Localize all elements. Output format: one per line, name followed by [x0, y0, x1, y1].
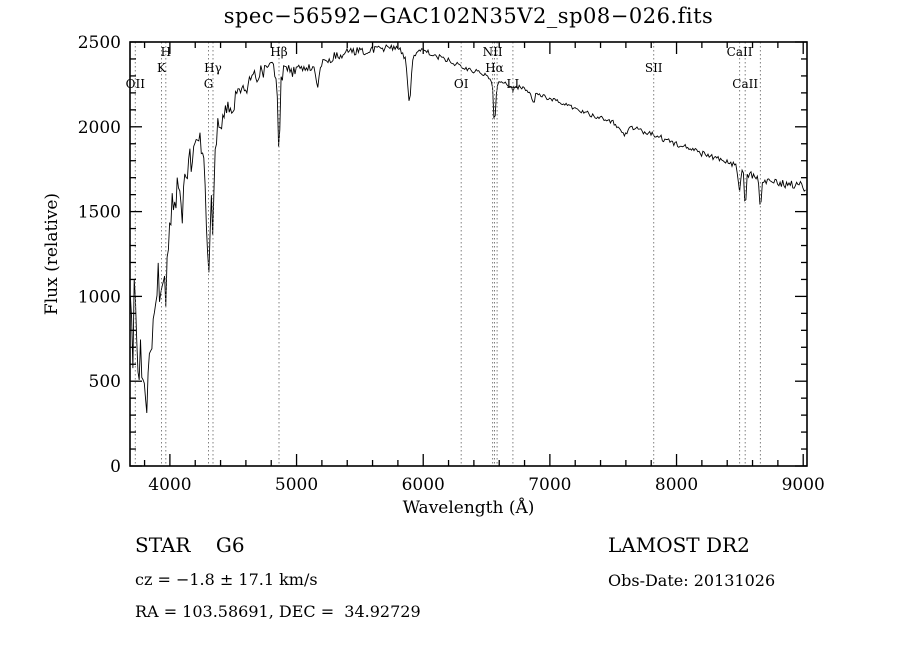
- spectral-line-label: OII: [126, 77, 146, 91]
- y-axis-label: Flux (relative): [42, 192, 62, 316]
- survey-label: LAMOST DR2: [608, 533, 750, 557]
- y-tick-label: 1500: [78, 203, 121, 223]
- obs-date: Obs-Date: 20131026: [608, 571, 776, 590]
- x-tick-label: 6000: [402, 475, 445, 495]
- spectral-line-label: CaII: [727, 45, 753, 59]
- x-tick-label: 4000: [148, 475, 191, 495]
- y-tick-label: 2000: [78, 118, 121, 138]
- object-type-label: STAR G6: [135, 533, 245, 557]
- cz-value: cz = −1.8 ± 17.1 km/s: [135, 570, 318, 589]
- y-tick-label: 500: [89, 372, 121, 392]
- spectral-line-label: LI: [507, 77, 520, 91]
- x-tick-label: 5000: [275, 475, 318, 495]
- spectral-line-label: Hα: [485, 61, 504, 75]
- spectral-line-label: K: [157, 61, 167, 75]
- spectrum-trace: [129, 43, 806, 414]
- y-tick-label: 0: [110, 457, 121, 477]
- plot-title: spec−56592−GAC102N35V2_sp08−026.fits: [223, 4, 714, 28]
- plot-frame: [129, 41, 808, 467]
- x-tick-label: 9000: [782, 475, 825, 495]
- x-tick-label: 7000: [528, 475, 571, 495]
- spectral-line-label: OI: [454, 77, 469, 91]
- spectral-line-label: G: [204, 77, 214, 91]
- spectral-line-label: Hβ: [270, 45, 287, 59]
- spectral-line-label: CaII: [732, 77, 758, 91]
- ra-dec: RA = 103.58691, DEC = 34.92729: [135, 602, 421, 621]
- x-axis-label: Wavelength (Å): [402, 498, 535, 518]
- spectral-line-label: NII: [483, 45, 503, 59]
- x-tick-label: 8000: [655, 475, 698, 495]
- spectral-line-label: Hγ: [204, 61, 222, 75]
- y-tick-label: 2500: [78, 33, 121, 53]
- spectral-line-label: SII: [645, 61, 663, 75]
- spectral-line-label: H: [161, 45, 171, 59]
- y-tick-label: 1000: [78, 287, 121, 307]
